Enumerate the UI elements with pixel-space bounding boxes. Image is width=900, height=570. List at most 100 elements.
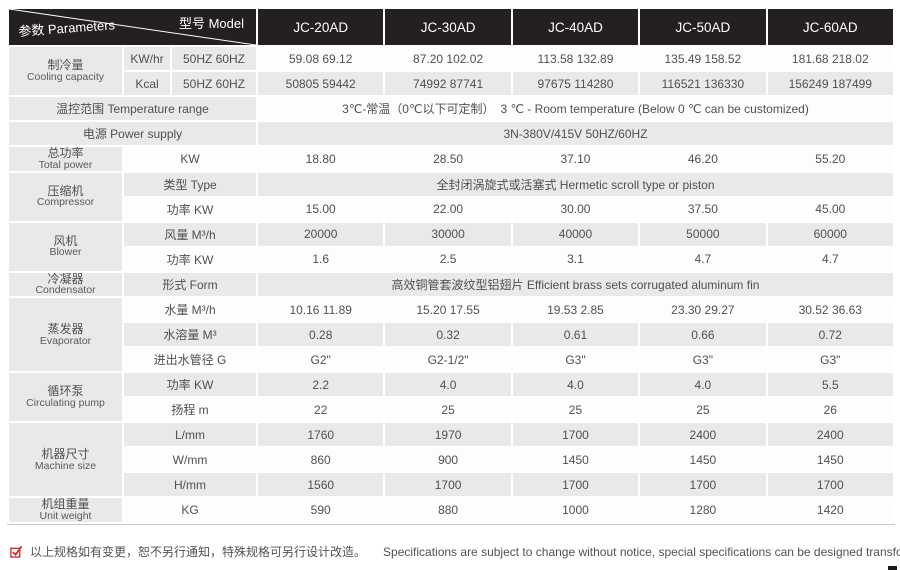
freq-cell: 50HZ 60HZ bbox=[172, 47, 256, 70]
value-cell: 181.68 218.02 bbox=[767, 47, 893, 70]
checkbox-checked-icon bbox=[10, 545, 23, 558]
value-cell: 1700 bbox=[385, 473, 511, 497]
label-compressor: 压缩机 Compressor bbox=[9, 172, 122, 221]
model-header: JC-20AD bbox=[258, 9, 384, 45]
value-cell: 15.20 17.55 bbox=[385, 298, 511, 322]
unit-cell: 进出水管径 G bbox=[124, 348, 256, 372]
value-cell: 1.6 bbox=[258, 247, 384, 271]
value-cell: 30000 bbox=[385, 222, 511, 246]
value-cell: 1450 bbox=[512, 448, 639, 472]
value-cell: 59.08 69.12 bbox=[258, 47, 384, 70]
freq-cell: 50HZ 60HZ bbox=[172, 72, 256, 95]
value-cell: G3" bbox=[640, 348, 766, 372]
value-cell: 45.00 bbox=[767, 197, 893, 221]
value-cell: 860 bbox=[258, 448, 384, 472]
unit-cell: KG bbox=[124, 498, 256, 522]
value-cell: 4.0 bbox=[512, 373, 639, 397]
unit-cell: 功率 KW bbox=[124, 373, 256, 397]
value-cell: 4.0 bbox=[385, 373, 511, 397]
value-cell: 37.10 bbox=[512, 147, 639, 171]
header-corner-cell: 型号 Model 参数 Parameters bbox=[9, 9, 256, 45]
diagonal-divider-icon bbox=[9, 9, 256, 45]
value-compressor-type: 全封闭涡旋式或活塞式 Hermetic scroll type or pisto… bbox=[258, 172, 893, 196]
value-cell: 2.2 bbox=[258, 373, 384, 397]
value-cell: 116521 136330 bbox=[640, 72, 766, 95]
label-blower: 风机 Blower bbox=[9, 222, 122, 271]
value-cell: 37.50 bbox=[640, 197, 766, 221]
unit-cell: 功率 KW bbox=[124, 247, 256, 271]
unit-cell: 功率 KW bbox=[124, 197, 256, 221]
value-cell: 1560 bbox=[258, 473, 384, 497]
value-cell: 1000 bbox=[512, 498, 639, 522]
value-cell: 156249 187499 bbox=[767, 72, 893, 95]
value-cell: G3" bbox=[767, 348, 893, 372]
value-cell: 3.1 bbox=[512, 247, 639, 271]
value-cell: 2400 bbox=[640, 423, 766, 447]
value-cell: 18.80 bbox=[258, 147, 384, 171]
label-unit-weight: 机组重量 Unit weight bbox=[9, 498, 122, 522]
value-cell: 60000 bbox=[767, 222, 893, 246]
value-cell: 25 bbox=[512, 398, 639, 422]
value-cell: 900 bbox=[385, 448, 511, 472]
value-cell: 1420 bbox=[767, 498, 893, 522]
value-cell: 1700 bbox=[512, 473, 639, 497]
unit-cell: 扬程 m bbox=[124, 398, 256, 422]
value-cell: 28.50 bbox=[385, 147, 511, 171]
value-cell: 2.5 bbox=[385, 247, 511, 271]
value-cell: 87.20 102.02 bbox=[385, 47, 511, 70]
value-cell: 0.66 bbox=[640, 323, 766, 347]
value-cell: 1280 bbox=[640, 498, 766, 522]
page-corner-mark bbox=[888, 566, 897, 570]
value-cell: 22.00 bbox=[385, 197, 511, 221]
spec-sheet: 型号 Model 参数 Parameters JC-20AD JC-30AD J… bbox=[7, 7, 895, 525]
model-header: JC-60AD bbox=[767, 9, 893, 45]
value-cell: 1700 bbox=[512, 423, 639, 447]
value-cell: 113.58 132.89 bbox=[512, 47, 639, 70]
table-header-row: 型号 Model 参数 Parameters JC-20AD JC-30AD J… bbox=[9, 9, 893, 45]
value-cell: 30.52 36.63 bbox=[767, 298, 893, 322]
value-cell: 25 bbox=[385, 398, 511, 422]
label-evaporator: 蒸发器 Evaporator bbox=[9, 298, 122, 372]
footer-note: 以上规格如有变更，恕不另行通知，特殊规格可另行设计改造。 Specificati… bbox=[10, 543, 900, 560]
value-cell: 590 bbox=[258, 498, 384, 522]
value-cell: 50805 59442 bbox=[258, 72, 384, 95]
unit-cell: 水溶量 M³ bbox=[124, 323, 256, 347]
unit-cell: H/mm bbox=[124, 473, 256, 497]
spec-table: 型号 Model 参数 Parameters JC-20AD JC-30AD J… bbox=[7, 7, 895, 524]
unit-cell: 形式 Form bbox=[124, 272, 256, 297]
model-header: JC-50AD bbox=[640, 9, 766, 45]
value-cell: 15.00 bbox=[258, 197, 384, 221]
value-cell: 4.7 bbox=[640, 247, 766, 271]
unit-cell: KW/hr bbox=[124, 47, 170, 70]
label-circulating-pump: 循环泵 Circulating pump bbox=[9, 373, 122, 422]
unit-cell: 水量 M³/h bbox=[124, 298, 256, 322]
value-cell: 25 bbox=[640, 398, 766, 422]
value-cell: 880 bbox=[385, 498, 511, 522]
footer-note-zh: 以上规格如有变更，恕不另行通知，特殊规格可另行设计改造。 bbox=[30, 545, 367, 559]
label-cooling-capacity: 制冷量 Cooling capacity bbox=[9, 47, 122, 95]
value-cell: 4.7 bbox=[767, 247, 893, 271]
label-power-supply: 电源 Power supply bbox=[9, 122, 256, 145]
value-cell: 1450 bbox=[767, 448, 893, 472]
unit-cell: Kcal bbox=[124, 72, 170, 95]
label-temperature-range: 温控范围 Temperature range bbox=[9, 97, 256, 120]
value-cell: 10.16 11.89 bbox=[258, 298, 384, 322]
value-cell: 0.28 bbox=[258, 323, 384, 347]
value-cell: 0.72 bbox=[767, 323, 893, 347]
value-cell: 1450 bbox=[640, 448, 766, 472]
value-cell: 20000 bbox=[258, 222, 384, 246]
value-cell: 97675 114280 bbox=[512, 72, 639, 95]
value-cell: 50000 bbox=[640, 222, 766, 246]
value-cell: 4.0 bbox=[640, 373, 766, 397]
value-cell: 46.20 bbox=[640, 147, 766, 171]
value-cell: 0.32 bbox=[385, 323, 511, 347]
label-machine-size: 机器尺寸 Machine size bbox=[9, 423, 122, 497]
label-total-power: 总功率 Total power bbox=[9, 147, 122, 171]
unit-cell: 类型 Type bbox=[124, 172, 256, 196]
value-cell: 22 bbox=[258, 398, 384, 422]
value-cell: 1700 bbox=[640, 473, 766, 497]
label-condensator: 冷凝器 Condensator bbox=[9, 272, 122, 297]
value-cell: 19.53 2.85 bbox=[512, 298, 639, 322]
value-cell: 55.20 bbox=[767, 147, 893, 171]
value-cell: 5.5 bbox=[767, 373, 893, 397]
